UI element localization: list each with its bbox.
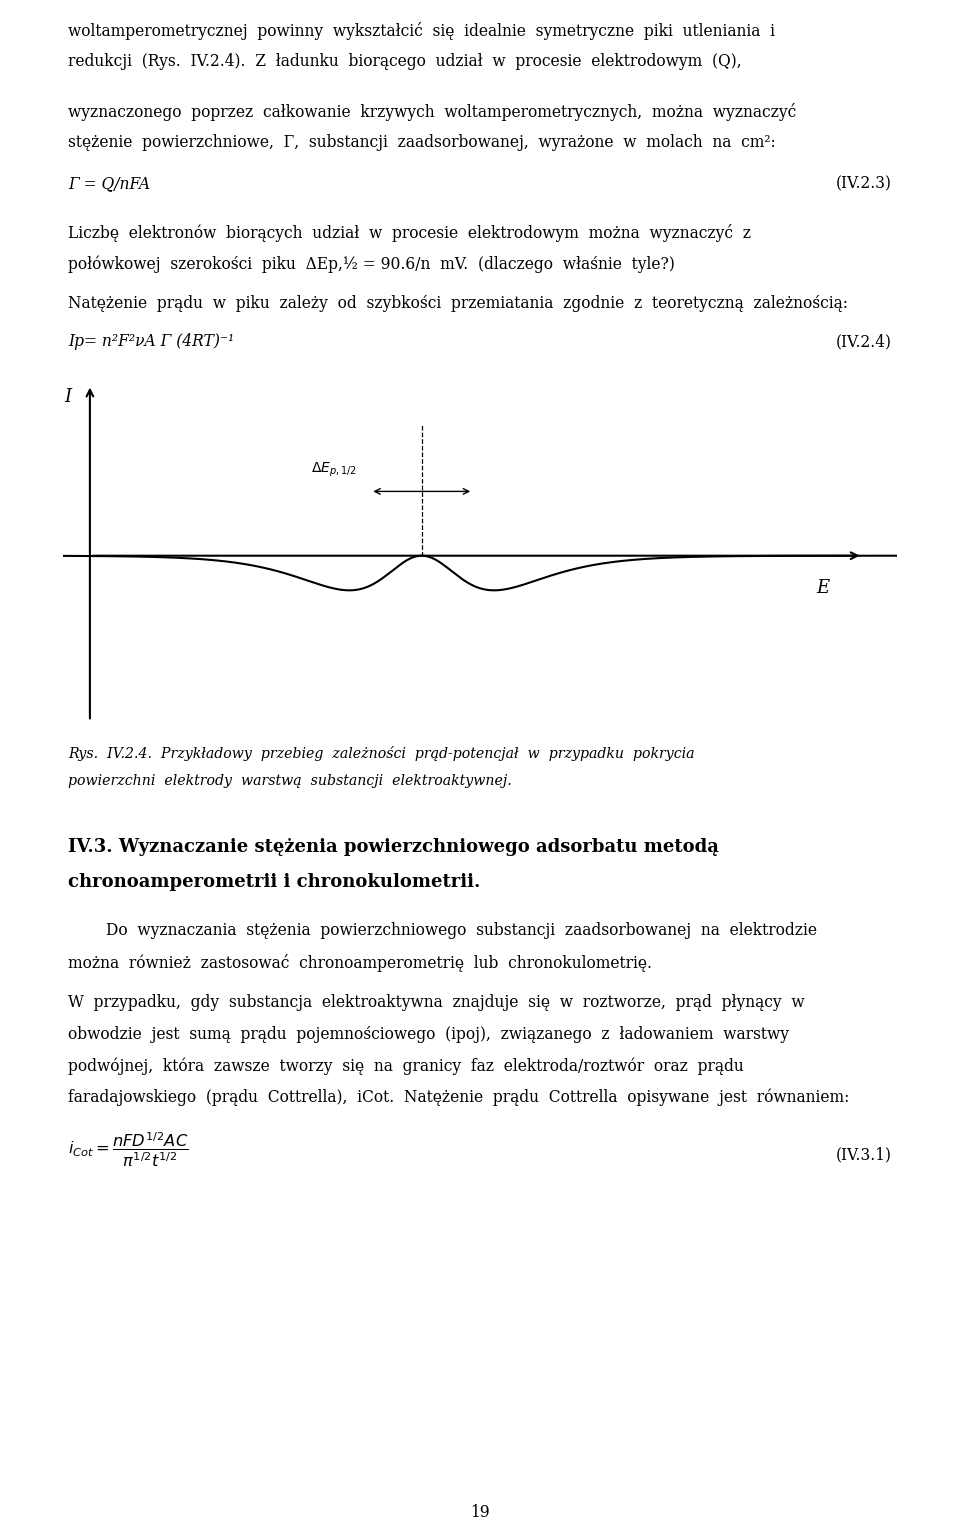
Text: (IV.3.1): (IV.3.1) bbox=[836, 1146, 892, 1163]
Text: Γ = Q/nFA: Γ = Q/nFA bbox=[68, 175, 150, 192]
Text: Rys.  IV.2.4.  Przykładowy  przebieg  zależności  prąd-potencjał  w  przypadku  : Rys. IV.2.4. Przykładowy przebieg zależn… bbox=[68, 745, 694, 760]
Text: Do  wyznaczania  stężenia  powierzchniowego  substancji  zaadsorbowanej  na  ele: Do wyznaczania stężenia powierzchniowego… bbox=[106, 922, 817, 939]
Text: połówkowej  szerokości  piku  ΔEp,½ = 90.6/n  mV.  (dlaczego  właśnie  tyle?): połówkowej szerokości piku ΔEp,½ = 90.6/… bbox=[68, 256, 675, 273]
Text: można  również  zastosować  chronoamperometrię  lub  chronokulometrię.: można również zastosować chronoamperomet… bbox=[68, 954, 652, 972]
Text: Ip= n²F²νA Γ (4RT)⁻¹: Ip= n²F²νA Γ (4RT)⁻¹ bbox=[68, 334, 234, 351]
Text: I: I bbox=[64, 389, 71, 407]
Text: faradajowskiego  (prądu  Cottrella),  iCot.  Natężenie  prądu  Cottrella  opisyw: faradajowskiego (prądu Cottrella), iCot.… bbox=[68, 1088, 850, 1106]
Text: E: E bbox=[816, 579, 829, 597]
Text: obwodzie  jest  sumą  prądu  pojemnościowego  (ipoj),  związanego  z  ładowaniem: obwodzie jest sumą prądu pojemnościowego… bbox=[68, 1026, 789, 1042]
Text: $\Delta E_{p,1/2}$: $\Delta E_{p,1/2}$ bbox=[311, 460, 357, 479]
Text: woltamperometrycznej  powinny  wykształcić  się  idealnie  symetryczne  piki  ut: woltamperometrycznej powinny wykształcić… bbox=[68, 21, 775, 40]
Text: $i_{Cot} = \dfrac{nFD^{1/2}AC}{\pi^{1/2}t^{1/2}}$: $i_{Cot} = \dfrac{nFD^{1/2}AC}{\pi^{1/2}… bbox=[68, 1131, 188, 1169]
Text: W  przypadku,  gdy  substancja  elektroaktywna  znajduje  się  w  roztworze,  pr: W przypadku, gdy substancja elektroaktyw… bbox=[68, 994, 804, 1010]
Text: redukcji  (Rys.  IV.2.4).  Z  ładunku  biorącego  udział  w  procesie  elektrodo: redukcji (Rys. IV.2.4). Z ładunku biorąc… bbox=[68, 53, 742, 70]
Text: stężenie  powierzchniowe,  Γ,  substancji  zaadsorbowanej,  wyrażone  w  molach : stężenie powierzchniowe, Γ, substancji z… bbox=[68, 134, 776, 151]
Text: (IV.2.3): (IV.2.3) bbox=[836, 175, 892, 192]
Text: powierzchni  elektrody  warstwą  substancji  elektroaktywnej.: powierzchni elektrody warstwą substancji… bbox=[68, 774, 512, 788]
Text: chronoamperometrii i chronokulometrii.: chronoamperometrii i chronokulometrii. bbox=[68, 873, 480, 890]
Text: podwójnej,  która  zawsze  tworzy  się  na  granicy  faz  elektroda/roztwór  ora: podwójnej, która zawsze tworzy się na gr… bbox=[68, 1058, 744, 1074]
Text: Liczbę  elektronów  biorących  udział  w  procesie  elektrodowym  można  wyznacz: Liczbę elektronów biorących udział w pro… bbox=[68, 224, 751, 242]
Text: wyznaczonego  poprzez  całkowanie  krzywych  woltamperometrycznych,  można  wyzn: wyznaczonego poprzez całkowanie krzywych… bbox=[68, 104, 796, 120]
Text: (IV.2.4): (IV.2.4) bbox=[836, 334, 892, 351]
Text: Natężenie  prądu  w  piku  zależy  od  szybkości  przemiatania  zgodnie  z  teor: Natężenie prądu w piku zależy od szybkoś… bbox=[68, 294, 848, 312]
Text: 19: 19 bbox=[470, 1504, 490, 1521]
Text: IV.3. Wyznaczanie stężenia powierzchniowego adsorbatu metodą: IV.3. Wyznaczanie stężenia powierzchniow… bbox=[68, 838, 719, 856]
